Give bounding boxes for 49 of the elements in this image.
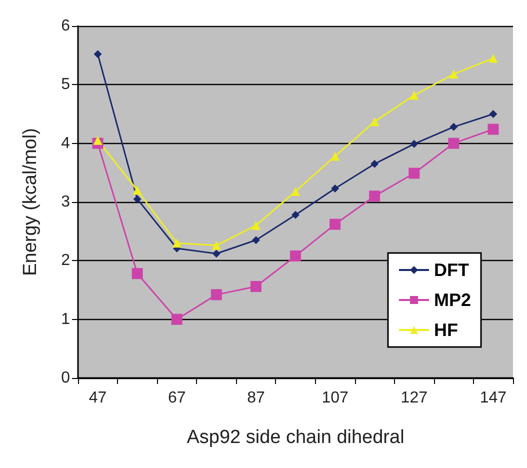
point — [410, 140, 418, 148]
x-tick-label: 147 — [480, 390, 507, 406]
y-tick-label: 0 — [61, 370, 70, 386]
x-axis-title: Asp92 side chain dihedral — [186, 427, 404, 448]
y-axis-title: Energy (kcal/mol) — [20, 128, 41, 276]
point — [369, 190, 380, 202]
x-tick-label: 47 — [88, 390, 107, 406]
point — [449, 70, 458, 79]
legend-label: HF — [434, 320, 458, 340]
x-tick-label: 127 — [400, 390, 428, 406]
legend-label: DFT — [434, 260, 469, 280]
point — [331, 184, 340, 193]
point — [330, 152, 340, 161]
x-tick-label: 107 — [322, 390, 348, 406]
x-tick-label: 67 — [168, 390, 186, 406]
point — [370, 160, 379, 168]
point — [292, 210, 300, 219]
point — [210, 289, 222, 300]
point — [448, 138, 460, 149]
point — [251, 220, 260, 230]
point — [252, 236, 260, 244]
legend-label: MP2 — [434, 290, 472, 310]
point — [132, 268, 143, 280]
x-tick-label: 87 — [247, 390, 265, 406]
point — [290, 250, 301, 262]
y-tick-label: 2 — [61, 252, 70, 270]
point — [212, 250, 220, 258]
point — [133, 195, 142, 204]
y-tick-label: 4 — [61, 134, 70, 152]
point — [250, 280, 262, 292]
point — [93, 136, 102, 145]
point — [212, 240, 221, 250]
y-tick-label: 6 — [61, 18, 70, 34]
point — [132, 186, 142, 195]
point — [489, 110, 498, 118]
point — [171, 314, 182, 325]
point — [291, 186, 300, 196]
point — [370, 117, 380, 126]
point — [410, 90, 419, 100]
point — [488, 124, 499, 135]
point — [450, 122, 458, 131]
point — [488, 54, 498, 63]
point — [172, 238, 182, 248]
y-tick-label: 5 — [61, 76, 70, 94]
point — [408, 168, 420, 179]
point — [330, 218, 341, 230]
point — [94, 50, 102, 58]
y-tick-label: 3 — [61, 194, 70, 210]
y-tick-label: 1 — [61, 310, 70, 328]
